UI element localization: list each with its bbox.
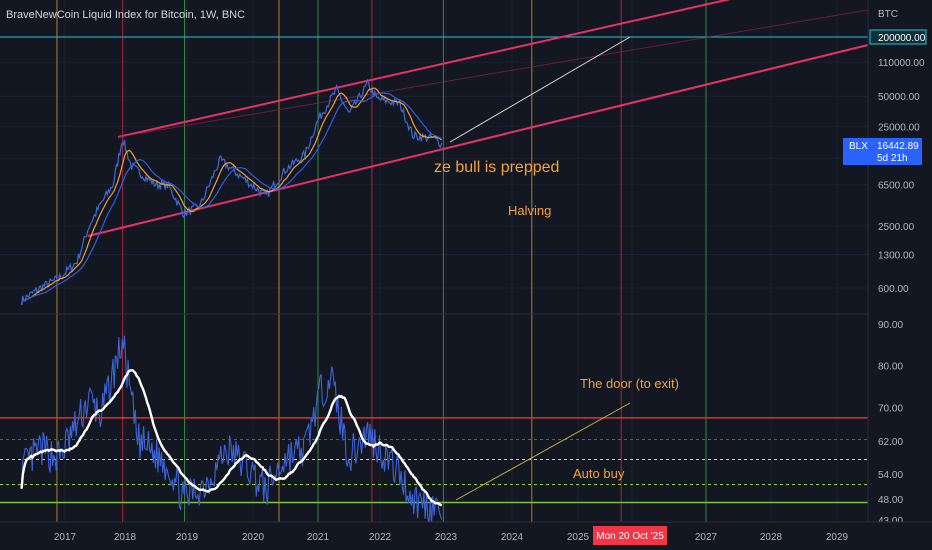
indicator-projection-line [455,402,631,501]
annotation-door: The door (to exit) [580,376,679,391]
time-cursor-label: Mon 20 Oct '25 [596,531,664,542]
price-tick-label: 50000.00 [878,92,920,103]
indicator-tick-label: 48.00 [878,495,903,506]
price-tick-label: 2500.00 [878,222,915,233]
time-tick-label: 2025 [567,532,590,543]
time-tick-label: 2021 [307,532,330,543]
price-tick-label: 1300.00 [878,250,915,261]
ma-blue-line [21,92,442,306]
price-tick-label: 6500.00 [878,181,915,192]
annotation-auto-buy: Auto buy [573,466,625,481]
time-tick-label: 2027 [695,532,718,543]
indicator-series [20,335,443,526]
level-200k-badge [869,29,927,45]
time-axis[interactable]: 2017 2018 2019 2020 2021 2022 2023 2024 2025 2027… [0,521,932,550]
last-price-badge [843,138,922,165]
time-tick-label: 2019 [176,532,199,543]
indicator-line [21,335,443,526]
indicator-ma-line [20,368,443,507]
price-tick-label: 110000.00 [878,58,925,69]
time-cursor-badge [593,526,667,545]
last-price-countdown: 5d 21h [877,153,908,164]
channel-upper [117,0,731,138]
chart-title: BraveNewCoin Liquid Index for Bitcoin, 1… [6,9,245,21]
indicator-tick-label: 90.00 [878,320,903,331]
time-tick-label: 2018 [114,532,137,543]
price-tick-label: 600.00 [878,284,909,295]
indicator-tick-label: 70.00 [878,403,903,414]
time-tick-label: 2020 [242,532,265,543]
level-200k-label: 200000.00 [878,33,926,44]
annotation-halving: Halving [508,203,551,218]
price-axis-unit: BTC [878,9,898,20]
year-marker-lines [56,0,707,522]
channel-lower [87,44,869,237]
last-price-value: 16442.89 [877,141,919,152]
time-tick-label: 2024 [501,532,524,543]
price-line [21,78,443,306]
price-series [21,78,443,306]
price-axis[interactable]: BTC 110000.0050000.0025000.0012000.00650… [843,0,932,527]
price-tick-label: 25000.00 [878,122,920,133]
time-tick-label: 2029 [826,532,849,543]
trend-channel[interactable] [87,0,869,501]
annotation-main: ze bull is prepped [434,159,559,176]
indicator-tick-label: 62.00 [878,437,903,448]
indicator-tick-label: 80.00 [878,362,903,373]
time-tick-label: 2023 [435,532,458,543]
channel-median [117,9,869,138]
ma-orange-line [21,87,442,306]
projection-line [449,36,631,143]
time-tick-label: 2017 [54,532,77,543]
time-tick-label: 2022 [369,532,392,543]
last-price-symbol: BLX [849,141,868,152]
time-tick-label: 2028 [760,532,783,543]
indicator-tick-label: 54.00 [878,470,903,481]
